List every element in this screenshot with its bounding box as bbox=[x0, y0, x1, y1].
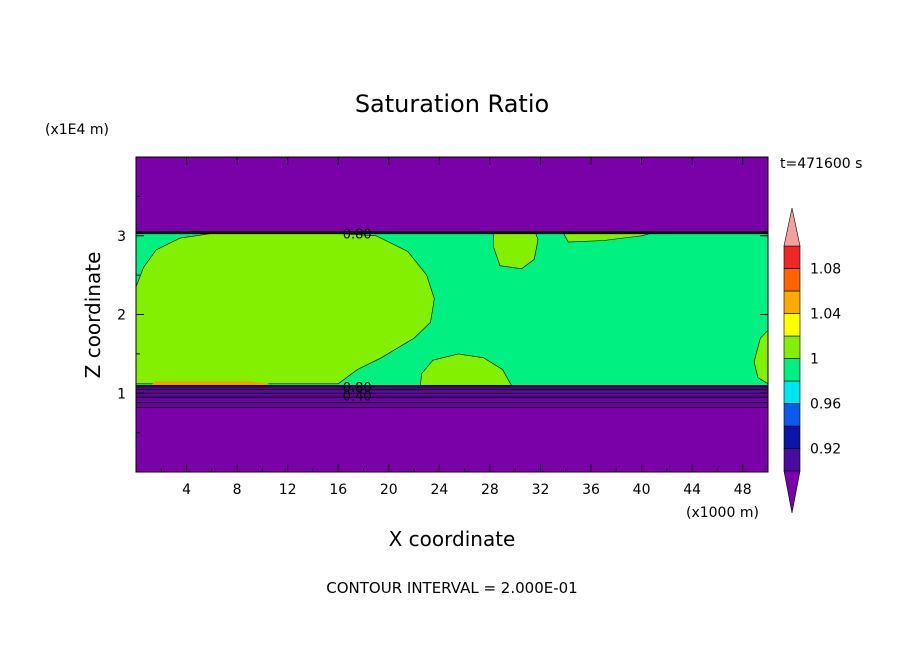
supersaturated-region-top-strip bbox=[562, 232, 655, 243]
colorbar-swatch bbox=[783, 245, 801, 269]
supersaturated-region-left bbox=[135, 233, 435, 385]
x-axis-label: X coordinate bbox=[389, 527, 516, 551]
y-axis-label: Z coordinate bbox=[81, 252, 105, 379]
x-tick-label: 44 bbox=[683, 482, 701, 498]
x-axis-ticks: 4 8 12 16 20 24 28 32 36 40 44 48 bbox=[160, 157, 752, 498]
supersaturated-region-bottom bbox=[420, 353, 512, 386]
colorbar-under-arrow bbox=[783, 470, 801, 514]
x-tick-label: 12 bbox=[279, 482, 297, 498]
x-tick-label: 48 bbox=[734, 482, 752, 498]
contour-label: 0.40 bbox=[343, 390, 372, 405]
x-tick-label: 16 bbox=[329, 482, 347, 498]
y-units-label: (x1E4 m) bbox=[45, 122, 109, 138]
colorbar-swatch bbox=[783, 358, 801, 382]
colorbar-over-arrow bbox=[783, 207, 801, 247]
contour-lines bbox=[136, 231, 768, 408]
colorbar-swatch bbox=[783, 268, 801, 292]
x-tick-label: 8 bbox=[233, 482, 242, 498]
y-tick-label: 3 bbox=[117, 229, 126, 245]
x-tick-label: 36 bbox=[582, 482, 600, 498]
x-tick-label: 28 bbox=[481, 482, 499, 498]
y-axis-ticks: 1 2 3 bbox=[117, 195, 768, 434]
contour-interval-note: CONTOUR INTERVAL = 2.000E-01 bbox=[326, 579, 577, 597]
y-tick-label: 1 bbox=[117, 386, 126, 402]
colorbar-tick-label: 1.04 bbox=[810, 307, 841, 323]
colorbar: 0.92 0.96 1 1.04 1.08 bbox=[783, 207, 841, 514]
x-tick-label: 4 bbox=[182, 482, 191, 498]
contour-label: 0.80 bbox=[343, 227, 372, 242]
chart-title: Saturation Ratio bbox=[355, 90, 549, 118]
y-tick-label: 2 bbox=[117, 308, 126, 324]
colorbar-swatch bbox=[783, 380, 801, 404]
dark-layer-band bbox=[136, 385, 768, 398]
x-tick-label: 32 bbox=[532, 482, 550, 498]
colorbar-swatch bbox=[783, 448, 801, 472]
colorbar-tick-label: 0.96 bbox=[810, 397, 841, 413]
colorbar-swatch bbox=[783, 313, 801, 337]
colorbar-swatch bbox=[783, 290, 801, 314]
contour-label: 0.80 bbox=[343, 381, 372, 396]
x-units-label: (x1000 m) bbox=[686, 505, 759, 521]
x-tick-label: 24 bbox=[430, 482, 448, 498]
time-label: t=471600 s bbox=[780, 156, 862, 172]
contour-labels: 0.800.800.40 bbox=[343, 227, 372, 404]
colorbar-swatch bbox=[783, 425, 801, 449]
colorbar-tick-label: 0.92 bbox=[810, 442, 841, 458]
plot-area: 0.800.800.40 4 8 12 16 20 24 28 32 36 40 44 48 123 bbox=[117, 156, 769, 498]
colorbar-swatch bbox=[783, 335, 801, 359]
x-tick-label: 20 bbox=[380, 482, 398, 498]
x-tick-label: 40 bbox=[633, 482, 651, 498]
colorbar-swatch bbox=[783, 403, 801, 427]
colorbar-tick-label: 1.08 bbox=[810, 262, 841, 278]
colorbar-tick-label: 1 bbox=[810, 352, 819, 368]
high-value-streak bbox=[151, 381, 269, 386]
